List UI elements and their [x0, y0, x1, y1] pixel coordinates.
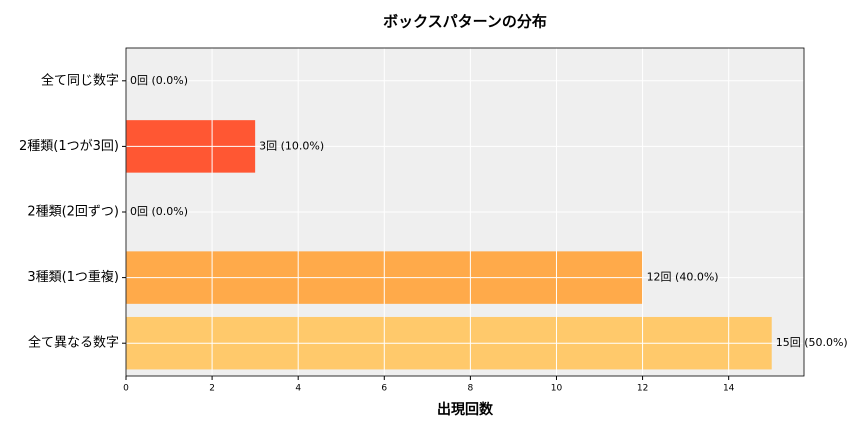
x-axis-label: 出現回数 — [437, 401, 494, 418]
x-tick-label: 10 — [551, 384, 563, 394]
value-label: 0回 (0.0%) — [130, 205, 188, 218]
value-label: 3回 (10.0%) — [259, 139, 324, 152]
x-tick-label: 6 — [381, 384, 387, 394]
plot-frame — [125, 47, 805, 377]
value-label: 12回 (40.0%) — [647, 271, 719, 284]
y-tick-label: 全て同じ数字 — [41, 72, 119, 88]
x-tick-label: 4 — [295, 384, 301, 394]
y-tick-label: 全て異なる数字 — [28, 335, 119, 351]
value-label: 15回 (50.0%) — [776, 336, 848, 349]
y-tick-label: 3種類(1つ重複) — [27, 269, 119, 285]
x-tick-label: 2 — [209, 384, 215, 394]
y-tick-label: 2種類(2回ずつ) — [27, 204, 119, 220]
x-tick-label: 8 — [468, 384, 474, 394]
x-tick-label: 14 — [723, 384, 735, 394]
y-tick-label: 2種類(1つが3回) — [19, 138, 119, 154]
value-label: 0回 (0.0%) — [130, 74, 188, 87]
chart-title: ボックスパターンの分布 — [383, 13, 547, 31]
x-tick-label: 0 — [123, 384, 129, 394]
x-tick-label: 12 — [637, 384, 648, 394]
